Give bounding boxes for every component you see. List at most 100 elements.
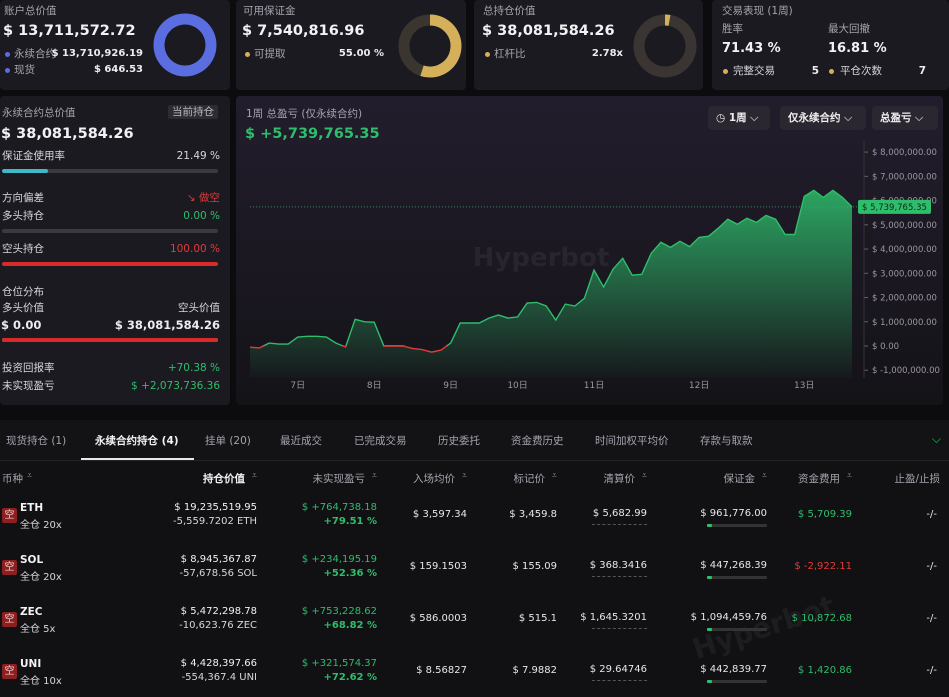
sort-icon[interactable]: ⩡ [551,471,557,481]
side-badge: 空 [2,508,17,523]
pnl-pct: +79.51 % [323,516,377,527]
tpsl: -/- [926,561,937,572]
x-tick-label: 7日 [290,380,305,391]
mark: $ 515.1 [518,613,557,624]
tab[interactable]: 存款与取款 [700,435,753,447]
mark: $ 7.9882 [512,665,557,676]
column-header[interactable]: 持仓价值 [203,473,245,485]
liq: $ 5,682.99 [592,508,647,519]
stat-label: 空头持仓 [2,243,44,255]
coin[interactable]: ZEC [20,606,43,618]
column-header[interactable]: 入场均价 [413,473,455,485]
column-header[interactable]: 标记价 [513,473,546,485]
donut-track [633,14,697,78]
column-header[interactable]: 资金费用 [798,473,840,485]
pill-text[interactable]: 1周 [728,112,747,124]
bar-track [2,338,218,342]
coin[interactable]: UNI [20,658,42,670]
x-tick-label: 10日 [507,380,527,391]
pnl: $ +753,228.62 [301,606,377,617]
value: $ 19,235,519.95 [174,502,257,513]
margin-bar [707,628,767,631]
count-value: 5 [811,65,819,77]
tab-bar: ⌵ 现货持仓 (1) 永续合约持仓 (4) 挂单 (20) 最近成交 已完成交易 历史委托… [0,420,949,461]
margin-bar-fill [707,628,712,631]
y-tick-label: $ 1,000,000.00 [872,318,937,328]
funding: $ -2,922.11 [794,561,852,572]
row-label: 现货 [14,64,35,76]
pnl-pct: +72.62 % [323,672,377,683]
bar [2,338,218,342]
period-select[interactable]: ◷ 1周 ⌵ [708,106,770,130]
row-value: 55.00 % [338,48,384,59]
pill-text[interactable]: 仅永续合约 [788,112,841,124]
tpsl: -/- [926,613,937,624]
x-tick-label: 11日 [584,380,604,391]
tab[interactable]: 永续合约持仓 (4) [95,435,179,447]
tab[interactable]: 挂单 (20) [205,435,251,447]
stat-value: 71.43 % [722,41,781,56]
column-header[interactable]: 币种 [2,473,23,485]
stat-value: 100.00 % [169,243,220,255]
margin: $ 1,094,459.76 [690,612,767,623]
size: -57,678.56 SOL [179,568,257,579]
margin: $ 447,268.39 [700,560,767,571]
stat-label: 最大回撤 [828,23,870,35]
entry: $ 586.0003 [409,613,467,624]
size: -554,367.4 UNI [181,672,257,683]
collapse-icon[interactable]: ⌵ [931,432,941,446]
pnl-pct: +52.36 % [323,568,377,579]
sort-icon[interactable]: ⩡ [641,471,647,481]
pill-text[interactable]: 总盈亏 [880,112,912,124]
margin-mode: 全仓 20x [20,520,62,531]
column-header[interactable]: 止盈/止损 [894,473,940,485]
stat-label: 多头价值 [2,302,44,314]
scope-select[interactable]: 仅永续合约 ⌵ [780,106,866,130]
margin-card: 可用保证金 $ 7,540,816.96 可提取 55.00 % [236,0,466,90]
tab[interactable]: 资金费历史 [511,435,564,447]
tab[interactable]: 时间加权平均价 [595,435,669,447]
card-title: 账户总价值 [4,5,57,17]
sort-icon[interactable]: ⩡ [846,471,852,481]
x-tick-label: 12日 [689,380,709,391]
arrow-icon: ↘ [186,192,199,204]
card-value: $ 38,081,584.26 [482,23,615,39]
sort-icon[interactable]: ⩡ [461,471,467,481]
bar-track [2,229,218,233]
current-label: $ 5,739,765.35 [862,203,927,213]
column-header[interactable]: 清算价 [603,473,636,485]
mark: $ 3,459.8 [509,509,557,520]
chart-subtitle: $ +5,739,765.35 [245,126,380,142]
y-tick-label: $ 8,000,000.00 [872,148,937,158]
coin[interactable]: ETH [20,502,44,514]
stat-value: 16.81 % [828,41,887,56]
watermark: Hyperbot [473,243,610,273]
donut [153,13,217,77]
legend-dot [245,52,250,57]
tab[interactable]: 现货持仓 (1) [6,435,67,447]
metric-select[interactable]: 总盈亏 ⌵ [872,106,938,130]
sort-icon[interactable]: ⩡ [761,471,767,481]
coin[interactable]: SOL [20,554,44,566]
stat-label: 胜率 [722,23,743,35]
column-header[interactable]: 未实现盈亏 [312,473,366,485]
sort-icon[interactable]: ⩡ [371,471,377,481]
tab[interactable]: 最近成交 [280,435,322,447]
tab[interactable]: 历史委托 [438,435,480,447]
sort-icon[interactable]: ⩡ [27,471,33,481]
tab[interactable]: 已完成交易 [354,435,407,447]
legend-dot [5,52,10,57]
stat-label: 投资回报率 [2,362,55,374]
margin-bar [707,576,767,579]
row-label: 杠杆比 [494,48,526,60]
donut [398,14,462,78]
row-value: $ 646.53 [93,64,143,75]
performance-card: 交易表现 (1周) 胜率 71.43 % 最大回撤 16.81 % 完整交易 5… [712,0,949,90]
liq: $ 368.3416 [589,560,647,571]
legend-dot [485,52,490,57]
margin-bar [707,680,767,683]
bar [2,262,218,266]
column-header[interactable]: 保证金 [723,473,756,485]
donut-arc [153,13,217,77]
sort-icon[interactable]: ⩡ [251,471,257,481]
